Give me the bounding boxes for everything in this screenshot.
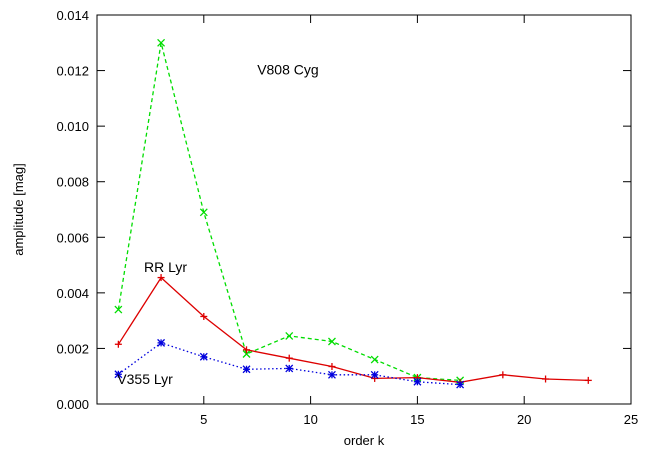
data-point xyxy=(242,350,251,358)
series-layer xyxy=(114,38,592,389)
annotations: V808 Cyg RR Lyr V355 Lyr xyxy=(117,62,318,387)
y-tick-label: 0.014 xyxy=(56,8,89,23)
x-tick-label: 20 xyxy=(517,412,531,427)
data-point xyxy=(114,370,123,379)
y-tick-label: 0.008 xyxy=(56,175,89,190)
y-tick-label: 0.010 xyxy=(56,119,89,134)
x-tick-label: 10 xyxy=(303,412,317,427)
data-point xyxy=(199,352,208,361)
y-tick-label: 0.006 xyxy=(56,230,89,245)
x-tick-label: 5 xyxy=(200,412,207,427)
x-tick-label: 15 xyxy=(410,412,424,427)
data-point xyxy=(328,362,336,370)
x-tick-label: 25 xyxy=(624,412,638,427)
axes: 0.000 0.002 0.004 0.006 0.008 0.010 0.012 0.014… xyxy=(56,8,638,427)
plot-frame xyxy=(96,14,632,405)
data-point xyxy=(456,380,465,389)
y-tick-label: 0.002 xyxy=(56,341,89,356)
data-point xyxy=(413,377,422,386)
y-tick-label: 0.004 xyxy=(56,286,89,301)
data-point xyxy=(199,208,208,217)
data-point xyxy=(584,376,592,384)
series-line xyxy=(117,276,589,383)
y-tick-label: 0.012 xyxy=(56,64,89,79)
data-point xyxy=(542,375,550,383)
data-point xyxy=(200,312,208,320)
data-point xyxy=(114,340,122,348)
data-point xyxy=(328,370,336,379)
series-line xyxy=(117,42,461,382)
annotation-label: V808 Cyg xyxy=(257,62,318,78)
data-point xyxy=(328,337,336,346)
annotation-label: V355 Lyr xyxy=(117,371,173,387)
series-rr-lyr xyxy=(114,274,592,386)
series-v355-lyr xyxy=(114,338,465,389)
data-point xyxy=(285,331,294,340)
x-axis-label: order k xyxy=(344,433,385,448)
data-point xyxy=(370,370,379,379)
y-tick-label: 0.000 xyxy=(56,397,89,412)
data-point xyxy=(242,365,251,374)
series-v808-cyg xyxy=(114,38,465,385)
data-point xyxy=(370,355,379,364)
y-axis-label: amplitude [mag] xyxy=(11,163,26,256)
data-point xyxy=(499,371,507,379)
data-point xyxy=(285,354,293,362)
data-point xyxy=(114,305,123,314)
annotation-label: RR Lyr xyxy=(144,259,187,275)
data-point xyxy=(157,274,165,282)
data-point xyxy=(157,38,166,47)
data-point xyxy=(243,346,251,354)
data-point xyxy=(157,338,166,347)
data-point xyxy=(285,364,294,373)
